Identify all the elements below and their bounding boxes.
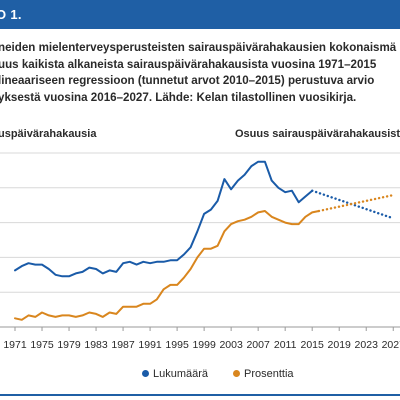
caption-line-2: uus kaikista alkaneista sairauspäiväraha… [0,57,377,71]
caption-line-3: lineaariseen regressioon (tunnetut arvot… [0,74,375,87]
x-tick-label: 1979 [57,339,81,351]
legend-item-percent: Prosenttia [233,368,294,380]
x-tick-label: 2015 [301,339,325,351]
x-tick-label: 1987 [111,339,135,351]
y-axis-label-right: Osuus sairauspäivärahakausista, [235,128,400,140]
figure-banner: O 1. [0,0,400,29]
x-tick-label: 1995 [165,339,189,351]
percent-series-line [14,210,320,321]
x-tick-label: 1983 [84,339,108,351]
x-tick-label: 1999 [192,339,216,351]
count-series-line [14,160,314,278]
legend-label-percent: Prosenttia [244,368,294,380]
figure-caption: neiden mielenterveysperusteisten sairaus… [0,40,400,106]
x-tick-label: 2007 [246,339,270,351]
x-tick-label: 1991 [138,339,162,351]
x-tick-label: 2011 [274,339,297,351]
x-tick-label: 2027 [382,339,400,351]
legend-swatch-count [142,370,149,377]
legend-item-count: Lukumäärä [142,368,208,380]
legend-label-count: Lukumäärä [153,368,209,380]
caption-line-1: neiden mielenterveysperusteisten sairaus… [0,41,397,54]
line-chart: 1971 1975 1979 1983 1987 1991 1995 1999 2003 2007… [0,152,400,351]
percent-forecast-series-line [317,193,395,213]
x-tick-label: 1975 [30,339,54,351]
x-tick-label: 2003 [219,339,243,351]
bottom-rule [0,394,400,396]
x-tick-label: 2023 [355,339,379,351]
legend-swatch-percent [233,370,240,377]
figure-number: O 1. [0,7,22,22]
y-axis-label-left: uspäivärahakausia [0,128,97,140]
chart-legend: Lukumäärä Prosenttia [0,368,400,384]
caption-line-4: yksestä vuosina 2016–2027. Lähde: Kelan … [0,90,357,104]
x-tick-label: 2019 [328,339,352,351]
count-forecast-series-line [311,189,395,220]
x-tick-label: 1971 [3,339,27,351]
